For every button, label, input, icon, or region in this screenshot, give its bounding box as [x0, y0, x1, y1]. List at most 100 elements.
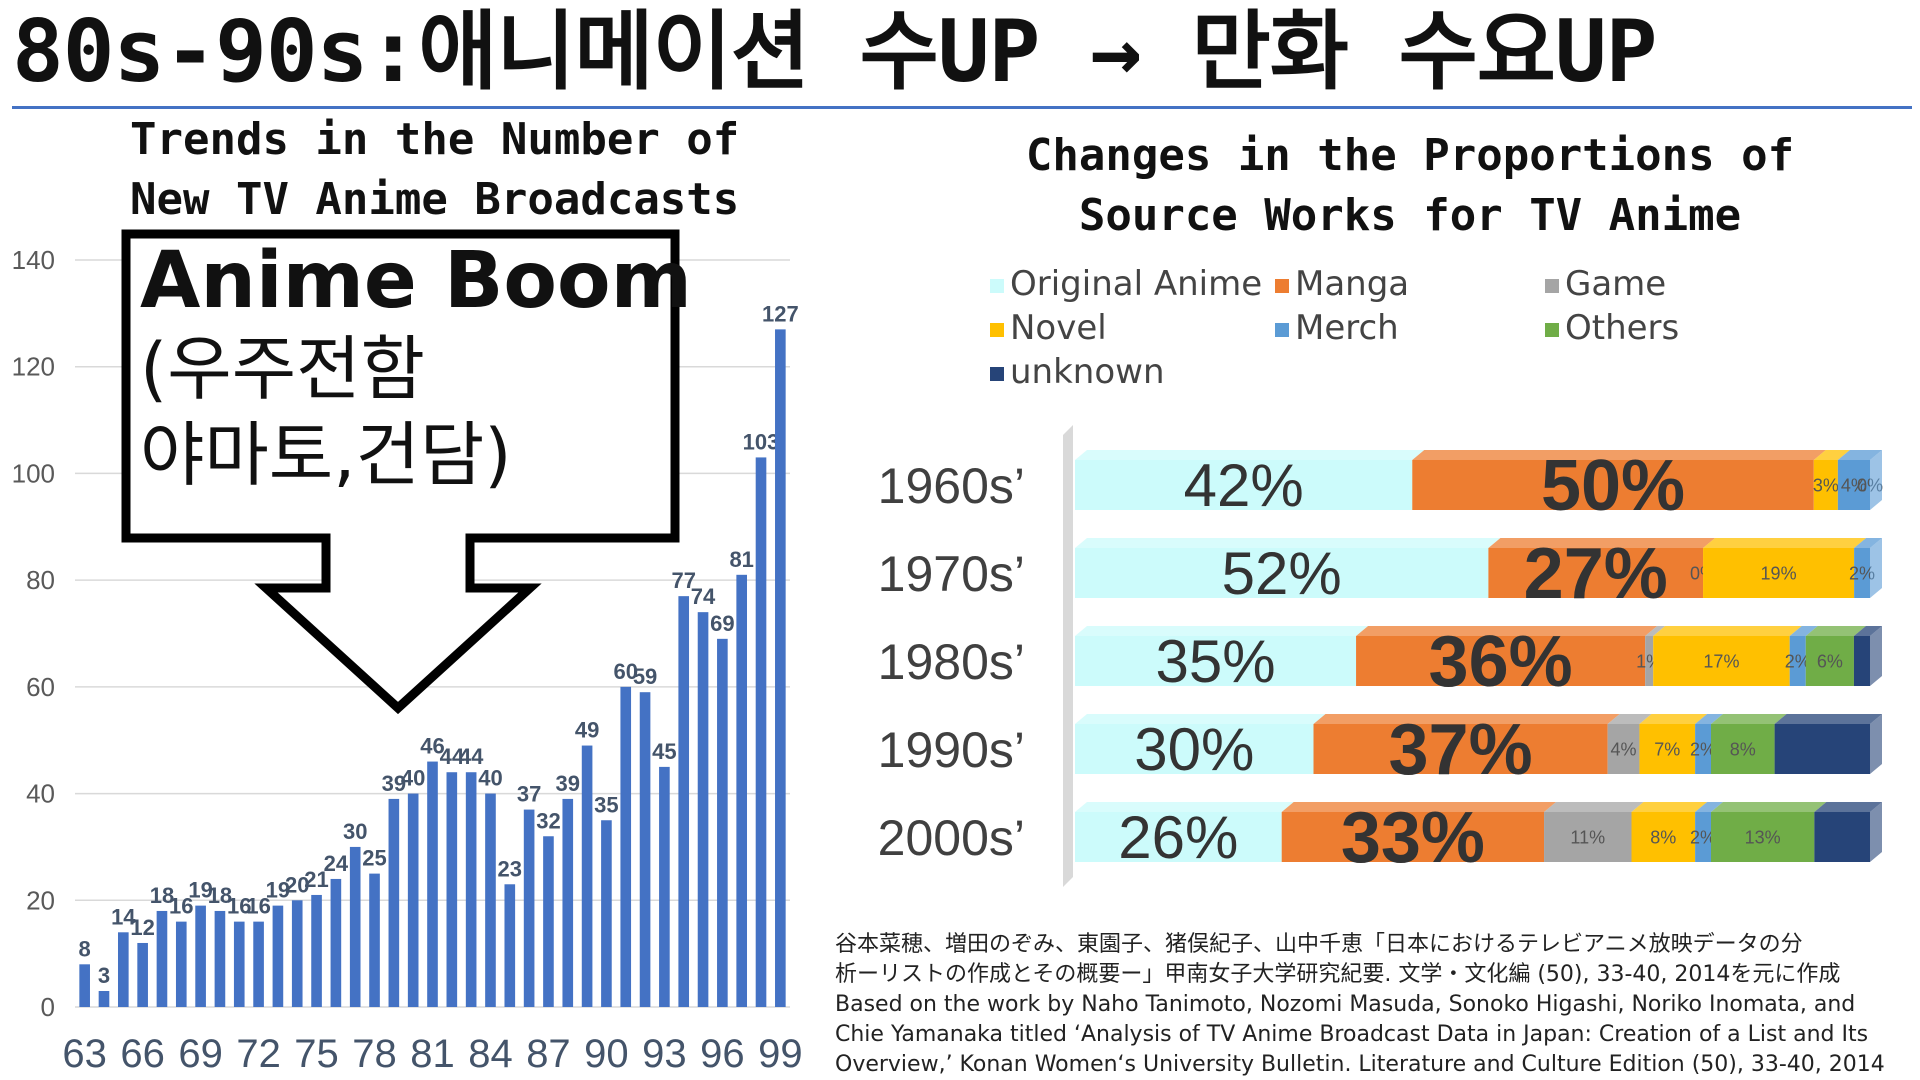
y-tick-label: 20	[26, 885, 55, 915]
bar	[233, 921, 245, 1007]
bar	[446, 772, 458, 1007]
citation-line: Based on the work by Naho Tanimoto, Nozo…	[835, 992, 1856, 1017]
segment-top	[1075, 802, 1294, 812]
bar	[427, 761, 438, 1007]
segment-top	[1711, 714, 1787, 724]
bar-data-label: 3	[98, 963, 110, 988]
bar-segment	[1607, 724, 1640, 774]
bar-segment	[1488, 548, 1704, 598]
segment-top	[1607, 714, 1652, 724]
citation: 谷本菜穂、増田のぞみ、東園子、猪俣紀子、山中千恵「日本におけるテレビアニメ放映デ…	[835, 930, 1910, 1080]
title-rule	[12, 106, 1912, 109]
bar	[523, 809, 535, 1007]
bar-end-cap	[1870, 714, 1882, 774]
stacked-chart-title: Changes in the Proportions of Source Wor…	[1020, 126, 1800, 246]
segment-top	[1075, 714, 1326, 724]
x-tick-label: 81	[410, 1032, 455, 1076]
bar-chart-title-line-2: New TV Anime Broadcasts	[130, 174, 740, 225]
segment-data-label: 19%	[1761, 563, 1797, 583]
segment-data-label: 8%	[1730, 739, 1756, 759]
bar-segment	[1837, 460, 1870, 510]
segment-data-label: 52%	[1222, 540, 1342, 607]
legend-item: Original Anime	[990, 262, 1262, 306]
segment-top	[1544, 802, 1644, 812]
bar-data-label: 35	[594, 792, 618, 817]
bar-data-label: 49	[575, 718, 599, 743]
segment-data-label: 2%	[1690, 827, 1716, 847]
x-tick-label: 93	[642, 1032, 687, 1076]
bar	[79, 964, 90, 1007]
segment-top	[1075, 626, 1369, 636]
legend-item: unknown	[990, 350, 1165, 394]
bar-segment	[1711, 724, 1775, 774]
bar	[349, 846, 361, 1007]
segment-data-label: 50%	[1541, 446, 1685, 526]
segment-data-label: 36%	[1429, 622, 1573, 702]
bar-segment	[1695, 812, 1711, 862]
callout-box	[121, 229, 680, 715]
bar-data-label: 39	[382, 771, 406, 796]
bar-data-label: 30	[343, 819, 367, 844]
legend-item: Game	[1545, 262, 1666, 306]
segment-data-label: 37%	[1389, 710, 1533, 790]
category-label: 1970s’	[878, 546, 1025, 602]
bar	[601, 820, 612, 1007]
segment-top	[1313, 714, 1620, 724]
legend-swatch	[990, 366, 1004, 381]
category-label: 1960s’	[878, 458, 1025, 514]
bar-data-label: 40	[478, 766, 502, 791]
main-title: 80s-90s:애니메이션 수UP → 만화 수요UP	[12, 2, 1657, 102]
bar	[639, 692, 651, 1007]
bar-data-label: 21	[304, 867, 328, 892]
legend-swatch	[1275, 278, 1289, 293]
x-tick-label: 96	[700, 1032, 745, 1076]
segment-top	[1653, 626, 1802, 636]
bar	[504, 884, 516, 1007]
segment-data-label: 7%	[1654, 739, 1680, 759]
segment-top	[1805, 626, 1866, 636]
bar-segment	[1645, 636, 1654, 686]
segment-top	[1695, 802, 1723, 812]
bar	[137, 942, 148, 1007]
x-tick-label: 69	[178, 1032, 223, 1076]
bar-data-label: 18	[208, 883, 232, 908]
bar-data-label: 74	[691, 584, 716, 609]
bar-data-label: 18	[150, 883, 174, 908]
y-tick-label: 0	[41, 992, 55, 1022]
bar	[117, 932, 129, 1007]
bar	[485, 793, 496, 1007]
legend-item: Novel	[990, 306, 1107, 350]
bar-segment	[1814, 812, 1870, 862]
bar-data-label: 40	[401, 766, 425, 791]
y-tick-label: 100	[12, 458, 55, 488]
legend-swatch	[990, 278, 1004, 293]
bar-data-label: 14	[111, 904, 136, 929]
segment-top	[1356, 626, 1658, 636]
x-tick-label: 90	[584, 1032, 629, 1076]
segment-data-label: 11%	[1570, 827, 1605, 847]
legend-item: Others	[1545, 306, 1679, 350]
bar	[678, 596, 690, 1007]
bar-data-label: 24	[324, 851, 349, 876]
legend-label: Merch	[1295, 308, 1399, 348]
segment-data-label: 4%	[1841, 475, 1867, 495]
segment-top	[1814, 802, 1882, 812]
x-tick-label: 72	[236, 1032, 281, 1076]
bar-data-label: 12	[130, 915, 154, 940]
segment-data-label: 35%	[1155, 628, 1275, 695]
bar	[369, 873, 380, 1007]
segment-data-label: 33%	[1341, 798, 1485, 878]
citation-line: 析ーリストの作成とその概要ー」甲南女子大学研究紀要. 文学・文化編 (50), …	[835, 962, 1841, 987]
x-tick-label: 75	[294, 1032, 339, 1076]
bar	[581, 745, 593, 1007]
legend-label: Original Anime	[1010, 264, 1263, 304]
bar-data-label: 8	[79, 936, 91, 961]
segment-top	[1488, 538, 1716, 548]
bar	[543, 836, 554, 1007]
category-label: 2000s’	[878, 810, 1025, 866]
bar	[311, 894, 322, 1007]
segment-top	[1703, 538, 1867, 548]
bar-data-label: 81	[729, 547, 753, 572]
y-tick-label: 140	[12, 245, 55, 275]
segment-data-label: 26%	[1118, 804, 1238, 871]
